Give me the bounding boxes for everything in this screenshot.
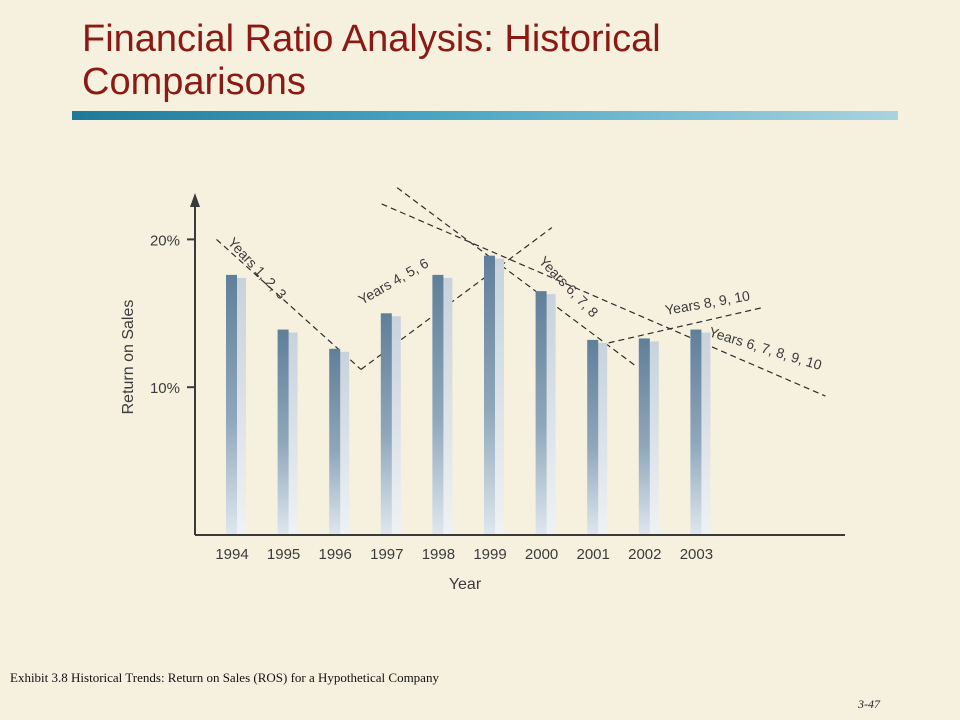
x-tick-label-1995: 1995 [267,546,300,563]
x-tick-label-2001: 2001 [577,546,610,563]
slide-title: Financial Ratio Analysis: Historical Com… [82,18,661,103]
x-tick-label-1996: 1996 [319,546,352,563]
x-tick-label-1999: 1999 [473,546,506,563]
trend-line-6 [381,203,826,397]
bar-1996 [329,348,341,535]
bar-1997 [380,313,392,535]
bar-1998 [432,274,444,535]
bar-1995 [277,329,289,535]
return-on-sales-chart: 10% 20% 1994 1995 1996 1997 1998 1999 2000 2001 20… [120,187,845,593]
x-tick-label-1994: 1994 [215,546,248,563]
bar-2002 [638,338,650,535]
bar-2003 [690,329,702,535]
title-underline [72,111,898,120]
page-number: 3-47 [858,697,880,711]
bar-1999 [484,255,495,535]
trend-line-2 [360,265,501,370]
trend-line-1 [216,238,362,370]
x-tick-label-1997: 1997 [370,546,403,563]
bar-2001 [587,339,599,535]
trend-line-5 [608,306,764,344]
y-axis-arrow-icon [190,193,200,207]
trend-annotation: Years 4, 5, 6 [356,255,432,308]
x-tick-label-2002: 2002 [628,546,661,563]
x-tick-label-2003: 2003 [680,546,713,563]
x-tick-label-1998: 1998 [422,546,455,563]
y-tick-label: 20% [150,232,180,249]
exhibit-caption: Exhibit 3.8 Historical Trends: Return on… [10,670,439,685]
y-axis-label: Return on Sales [120,300,137,415]
bar-2000 [535,291,547,535]
x-tick-label-2000: 2000 [525,546,558,563]
x-axis-label: Year [449,576,482,593]
bar-1994 [226,274,237,535]
trend-annotation: Years 6, 7, 8, 9, 10 [707,324,824,374]
y-tick-label: 10% [150,380,180,397]
trend-line-3 [499,227,553,267]
